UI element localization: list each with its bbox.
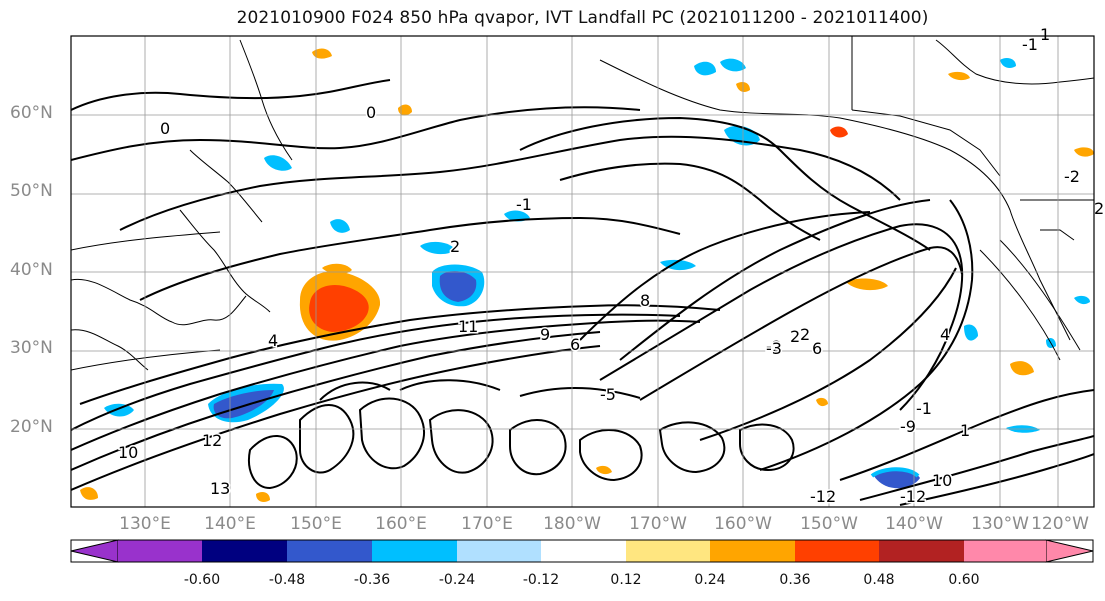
contour-label: -9	[900, 417, 916, 436]
colorbar-tick-label: -0.12	[522, 572, 560, 588]
negative-anomaly-core	[439, 271, 477, 302]
contour-label: -1	[916, 399, 932, 418]
lat-label-20n: 20°N	[10, 417, 53, 437]
lon-label-150e: 150°E	[290, 514, 342, 534]
map-frame	[70, 35, 1095, 508]
colorbar-tick-label: 0.48	[863, 572, 895, 588]
contour-label: -12	[810, 487, 836, 506]
contour-label: 2	[800, 325, 810, 344]
lat-label-30n: 30°N	[10, 338, 53, 358]
contour-label: 13	[210, 479, 230, 498]
colorbar-segment	[541, 540, 626, 562]
contour-label: 1	[1040, 25, 1050, 44]
contour-label: 4	[268, 331, 278, 350]
colorbar-segment	[879, 540, 964, 562]
colorbar-tick-label: -0.60	[183, 572, 221, 588]
contour-label: -1	[516, 195, 532, 214]
contour-label: 0	[366, 103, 376, 122]
contour-label: 6	[812, 339, 822, 358]
map-area	[71, 36, 1094, 507]
lon-label-160w: 160°W	[714, 514, 772, 534]
colorbar-segment	[795, 540, 879, 562]
lat-label-60n: 60°N	[10, 103, 53, 123]
colorbar-tick-label: -0.36	[353, 572, 391, 588]
positive-anomaly-core	[309, 284, 369, 332]
colorbar-segment	[202, 540, 287, 562]
lon-label-140w: 140°W	[885, 514, 943, 534]
map-title: 2021010900 F024 850 hPa qvapor, IVT Land…	[236, 8, 929, 28]
contour-label: 12	[202, 431, 222, 450]
colorbar-tick-label: 0.60	[948, 572, 980, 588]
colorbar-segment	[287, 540, 372, 562]
lon-label-140e: 140°E	[204, 514, 256, 534]
contour-label: -5	[600, 385, 616, 404]
colorbar-tick-label: 0.24	[694, 572, 726, 588]
lon-label-170w: 170°W	[629, 514, 687, 534]
colorbar	[70, 539, 1094, 563]
lon-label-180w: 180°W	[543, 514, 601, 534]
colorbar-tick-label: 0.36	[779, 572, 811, 588]
contour-label: -1	[1022, 35, 1038, 54]
contour-label: 1	[960, 421, 970, 440]
lon-label-160e: 160°E	[375, 514, 427, 534]
contour-label: 0	[160, 119, 170, 138]
lat-label-40n: 40°N	[10, 260, 53, 280]
contour-label: -12	[900, 487, 926, 506]
lon-label-150w: 150°W	[800, 514, 858, 534]
colorbar-outline	[70, 539, 1094, 563]
contour-label: 10	[932, 471, 952, 490]
contour-lines	[71, 79, 1094, 506]
contour-label: 9	[540, 325, 550, 344]
colorbar-segment	[964, 540, 1046, 562]
lon-label-130w: 130°W	[971, 514, 1029, 534]
coastlines	[71, 36, 1094, 371]
colorbar-tick-label: -0.24	[438, 572, 476, 588]
contour-label: 8	[640, 291, 650, 310]
contour-label: -2	[766, 337, 782, 356]
anomaly-fills	[80, 48, 1094, 502]
contour-label: -3	[766, 339, 782, 358]
colorbar-tick-label: 0.12	[610, 572, 642, 588]
lon-label-130e: 130°E	[119, 514, 171, 534]
graticule	[71, 36, 1094, 507]
colorbar-tick-label: -0.48	[268, 572, 306, 588]
colorbar-extend-left	[70, 539, 119, 563]
colorbar-segment	[118, 540, 202, 562]
contour-label: 10	[118, 443, 138, 462]
contour-label: 6	[570, 335, 580, 354]
contour-label: 4	[940, 325, 950, 344]
lon-label-120w: 120°W	[1031, 514, 1089, 534]
contour-label: 2	[1094, 199, 1104, 218]
colorbar-segment	[372, 540, 457, 562]
contour-label: 2	[790, 327, 800, 346]
contour-label: 11	[458, 317, 478, 336]
colorbar-segment	[457, 540, 541, 562]
contour-label: -2	[1064, 167, 1080, 186]
colorbar-segment	[710, 540, 795, 562]
contour-label: 2	[450, 237, 460, 256]
colorbar-segment	[626, 540, 710, 562]
lat-label-50n: 50°N	[10, 181, 53, 201]
lon-label-170e: 170°E	[461, 514, 513, 534]
colorbar-extend-right	[1045, 539, 1094, 563]
